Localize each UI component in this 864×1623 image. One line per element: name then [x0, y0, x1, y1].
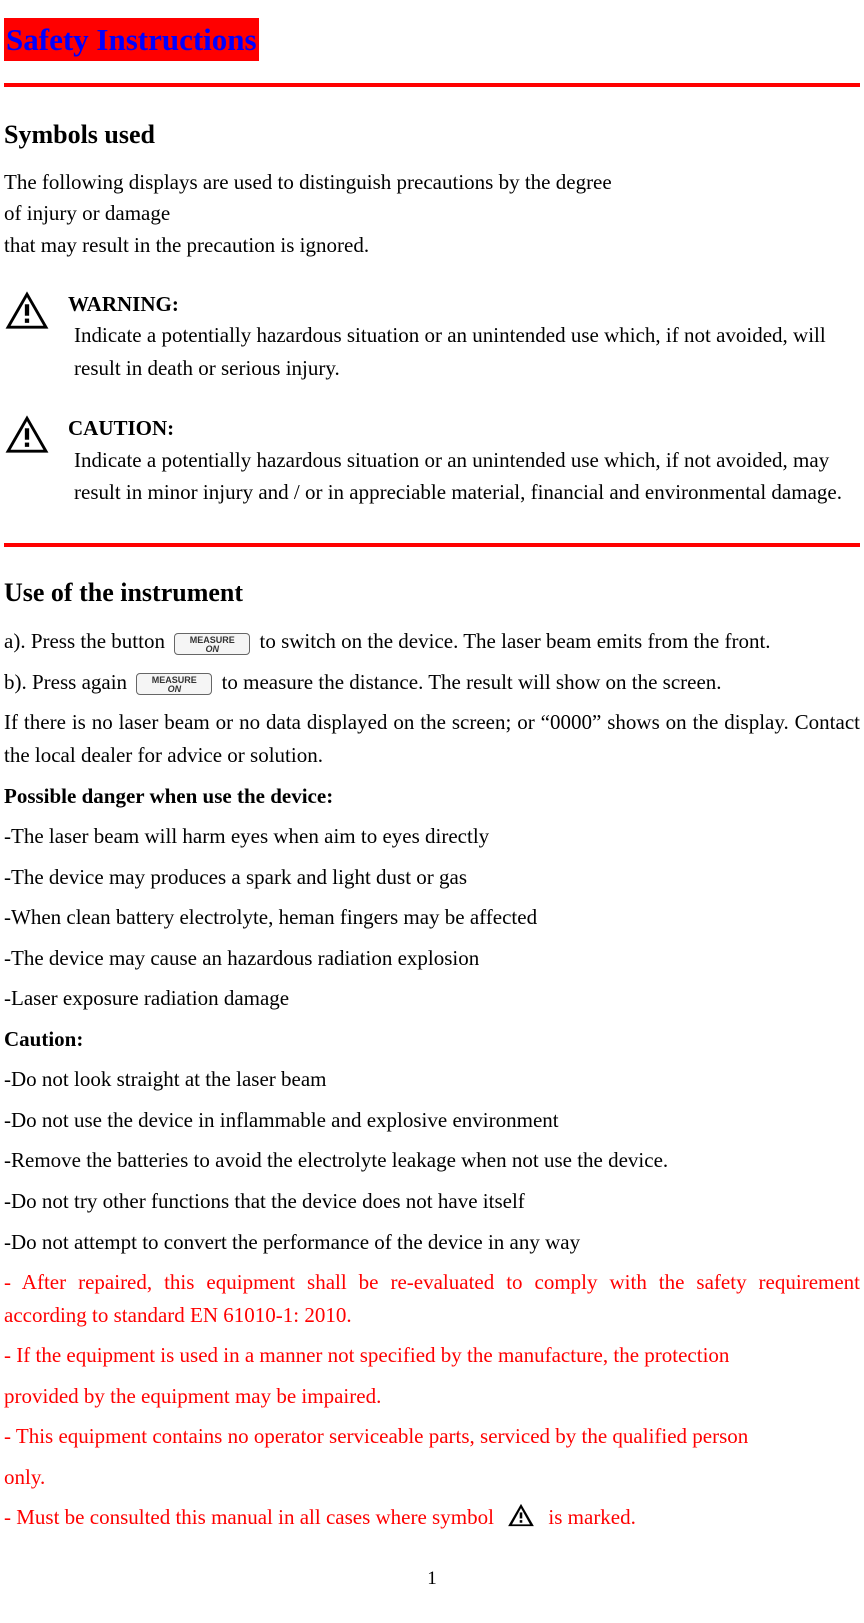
- danger-heading: Possible danger when use the device:: [4, 780, 860, 813]
- symbol-note-line: - Must be consulted this manual in all c…: [4, 1501, 860, 1536]
- red-note: - If the equipment is used in a manner n…: [4, 1339, 860, 1372]
- symbols-intro: The following displays are used to disti…: [4, 168, 860, 260]
- red-note: provided by the equipment may be impaire…: [4, 1380, 860, 1413]
- danger-item: -When clean battery electrolyte, heman f…: [4, 901, 860, 934]
- warning-label: WARNING:: [68, 292, 179, 316]
- caution-item: -Do not use the device in inflammable an…: [4, 1104, 860, 1137]
- intro-line: The following displays are used to disti…: [4, 168, 860, 197]
- caution-icon: [4, 414, 52, 508]
- measure-button-icon: MEASURE ON: [174, 633, 250, 655]
- step-b-post: to measure the distance. The result will…: [222, 670, 722, 694]
- caution-heading: Caution:: [4, 1023, 860, 1056]
- red-note: only.: [4, 1461, 860, 1494]
- warning-block: WARNING: Indicate a potentially hazardou…: [4, 290, 860, 384]
- caution-item: -Do not try other functions that the dev…: [4, 1185, 860, 1218]
- caution-item: -Do not attempt to convert the performan…: [4, 1226, 860, 1259]
- step-b-line: b). Press again MEASURE ON to measure th…: [4, 666, 860, 699]
- intro-line: that may result in the precaution is ign…: [4, 231, 860, 260]
- step-a-post: to switch on the device. The laser beam …: [259, 629, 770, 653]
- caution-block: CAUTION: Indicate a potentially hazardou…: [4, 414, 860, 508]
- page-number: 1: [4, 1566, 860, 1593]
- symbols-heading: Symbols used: [4, 117, 860, 153]
- divider-mid: [4, 543, 860, 547]
- caution-label: CAUTION:: [68, 416, 174, 440]
- caution-body: Indicate a potentially hazardous situati…: [68, 444, 856, 509]
- measure-button-icon: MEASURE ON: [136, 673, 212, 695]
- symbol-note-post: is marked.: [548, 1505, 635, 1529]
- danger-item: -Laser exposure radiation damage: [4, 982, 860, 1015]
- warning-body: Indicate a potentially hazardous situati…: [68, 319, 856, 384]
- step-b-pre: b). Press again: [4, 670, 127, 694]
- danger-item: -The device may cause an hazardous radia…: [4, 942, 860, 975]
- danger-item: -The laser beam will harm eyes when aim …: [4, 820, 860, 853]
- intro-line: of injury or damage: [4, 199, 860, 228]
- caution-item: -Do not look straight at the laser beam: [4, 1063, 860, 1096]
- step-a-line: a). Press the button MEASURE ON to switc…: [4, 625, 860, 658]
- symbol-note-pre: - Must be consulted this manual in all c…: [4, 1505, 494, 1529]
- red-note: - This equipment contains no operator se…: [4, 1420, 860, 1453]
- warning-icon: [507, 1503, 535, 1537]
- no-laser-note: If there is no laser beam or no data dis…: [4, 706, 860, 771]
- danger-item: -The device may produces a spark and lig…: [4, 861, 860, 894]
- divider-top: [4, 83, 860, 87]
- step-a-pre: a). Press the button: [4, 629, 165, 653]
- page-container: Safety Instructions Symbols used The fol…: [0, 0, 864, 1623]
- warning-icon: [4, 290, 52, 384]
- red-note: - After repaired, this equipment shall b…: [4, 1266, 860, 1331]
- caution-item: -Remove the batteries to avoid the elect…: [4, 1144, 860, 1177]
- page-title-banner: Safety Instructions: [4, 18, 259, 61]
- use-section: a). Press the button MEASURE ON to switc…: [4, 625, 860, 1536]
- use-heading: Use of the instrument: [4, 575, 860, 611]
